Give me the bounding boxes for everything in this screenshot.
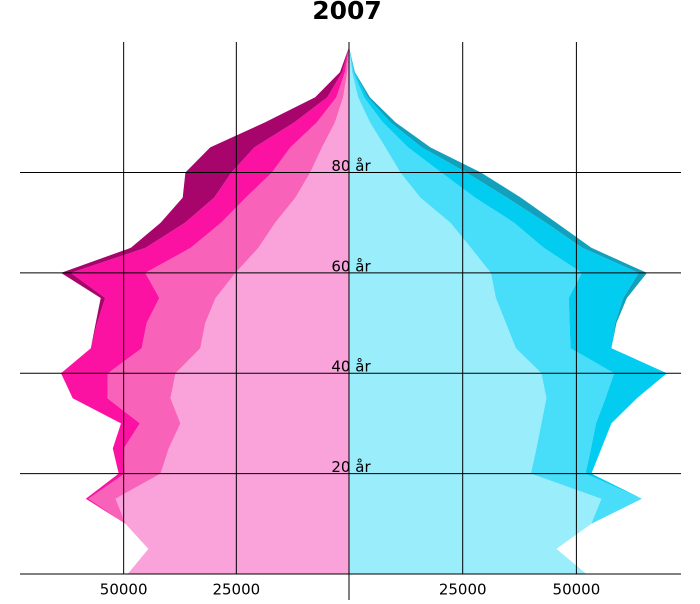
x-tick-label: 50000 (553, 581, 601, 599)
labels: 25000 50000 25000 50000 20 år 40 år 60 år 80 år (100, 157, 600, 599)
area (349, 47, 602, 574)
areas (61, 47, 667, 574)
x-tick-label: 25000 (212, 581, 260, 599)
area (349, 47, 667, 574)
x-tick-label: 50000 (100, 581, 148, 599)
x-tick-label: 25000 (439, 581, 487, 599)
area (349, 47, 642, 574)
area (61, 47, 349, 574)
chart-title: 2007 (312, 0, 382, 25)
grid (20, 42, 681, 600)
area (115, 47, 349, 574)
area (88, 47, 349, 574)
area (61, 47, 349, 574)
y-tick-label: 20 år (331, 458, 371, 476)
y-tick-label: 80 år (331, 157, 371, 175)
y-tick-label: 40 år (331, 358, 371, 376)
y-tick-label: 60 år (331, 257, 371, 275)
